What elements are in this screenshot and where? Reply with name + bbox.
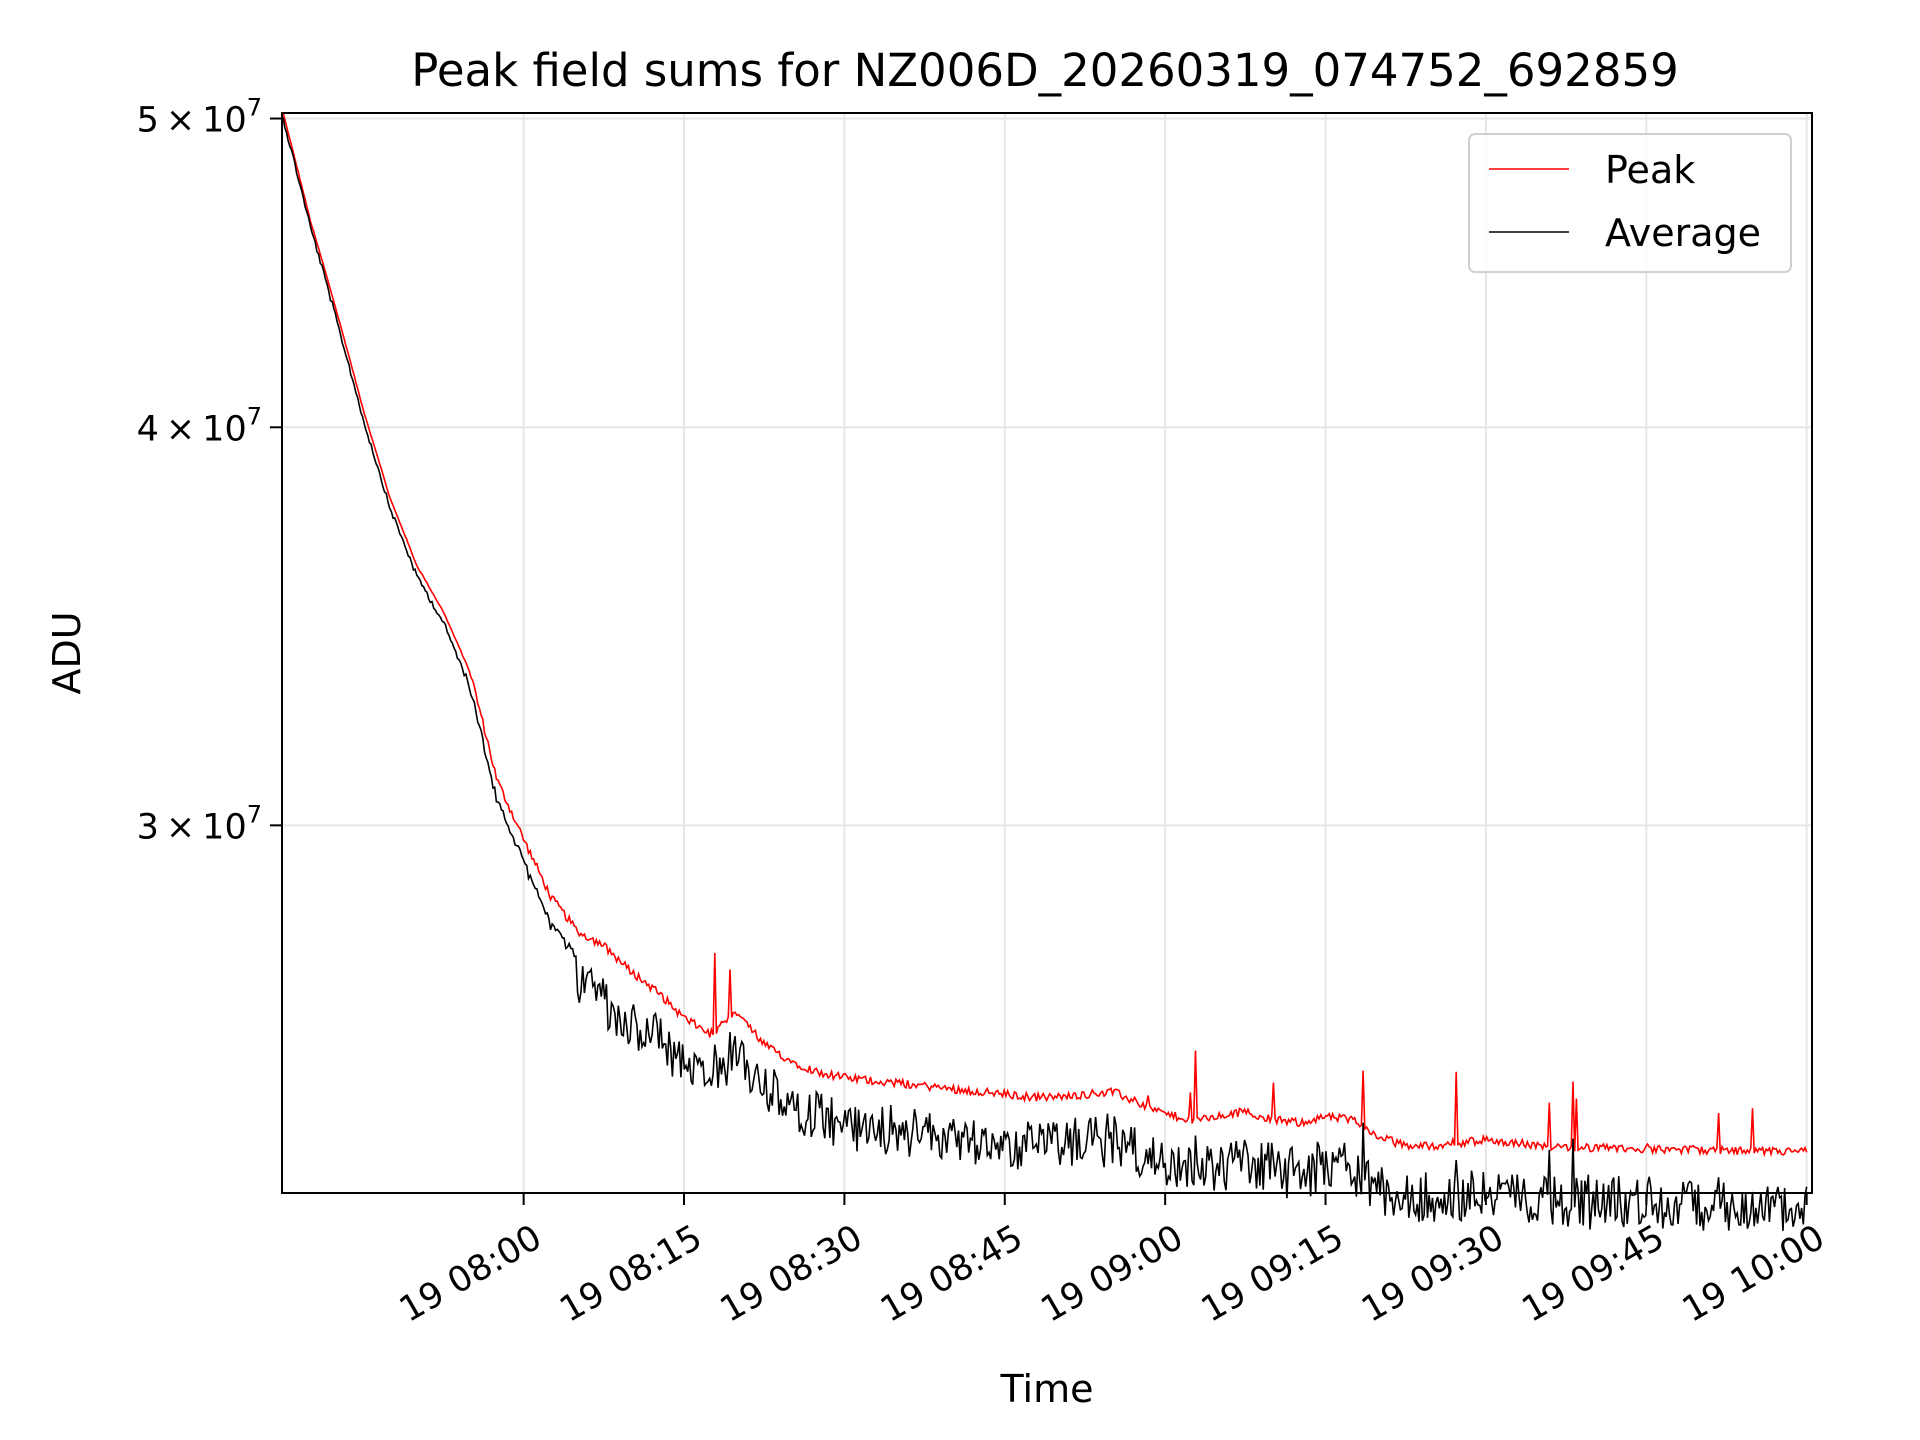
plot-frame [281,112,1813,1194]
y-tick-times: × 10 [159,807,247,847]
y-tick-mantissa: 3 [137,807,159,847]
series-layer [282,112,1808,1231]
y-axis-label: ADU [45,611,89,694]
y-tick-mantissa: 4 [137,409,159,449]
y-tick-times: × 10 [159,409,247,449]
series-line-average [282,117,1808,1231]
grid [282,113,1812,1193]
y-tick-mantissa: 5 [137,101,159,141]
series-line-peak [282,112,1808,1158]
y-tick-label: 4 × 107 [137,402,262,449]
legend: Peak Average [1468,133,1792,273]
legend-label-peak: Peak [1605,148,1695,192]
x-axis-label: Time [1000,1367,1094,1411]
legend-label-average: Average [1605,211,1761,255]
y-tick-exponent: 7 [247,402,262,430]
y-tick-label: 5 × 107 [137,94,262,141]
y-tick-times: × 10 [159,101,247,141]
y-tick-exponent: 7 [247,800,262,828]
y-tick-exponent: 7 [247,94,262,122]
y-tick-label: 3 × 107 [137,800,262,847]
chart-title: Peak field sums for NZ006D_20260319_0747… [411,44,1678,97]
